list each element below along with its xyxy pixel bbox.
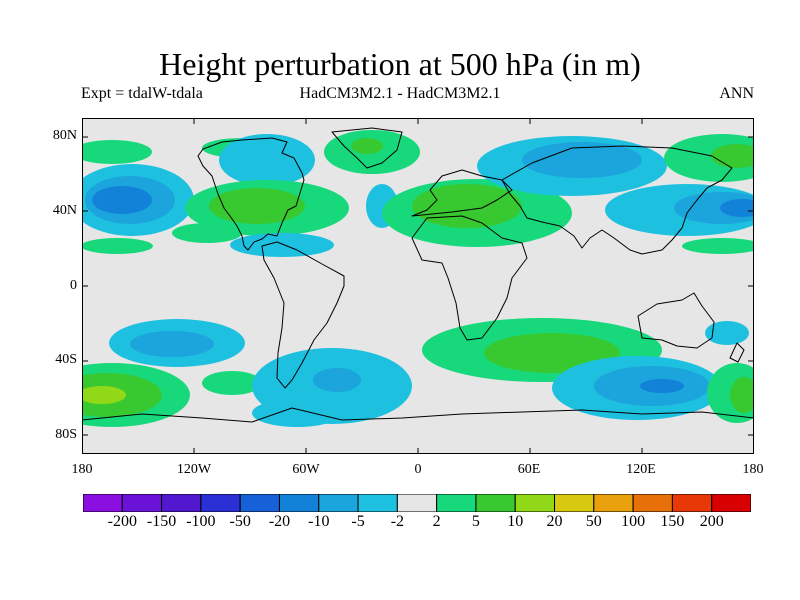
model-comparison-label: HadCM3M2.1 - HadCM3M2.1 [299,85,501,102]
colorbar-label: -10 [308,513,330,530]
colorbar [83,494,751,512]
lat-tick-label: 40S [55,352,77,367]
coastline-australia [637,292,715,349]
coastline-north-america [197,137,305,251]
colorbar-label: 200 [699,513,724,530]
chart-title: Height perturbation at 500 hPa (in m) [159,46,641,82]
colorbar-swatch [318,494,359,512]
lon-tick-label: 0 [414,462,422,477]
colorbar-swatch [436,494,477,512]
colorbar-swatch [200,494,241,512]
colorbar-label: 100 [621,513,646,530]
anomaly-region-eurasia-core [412,184,522,228]
lat-tick-label: 0 [70,278,77,293]
anomaly-region-siberia-core [522,142,642,178]
lon-tick-label: 60E [517,462,541,477]
colorbar-swatch [671,494,713,512]
coastline-south-america [261,241,345,389]
colorbar-label: -20 [268,513,291,530]
anomaly-region-subtropical-pacific [82,238,153,254]
lon-tick-label: 120E [626,462,656,477]
colorbar-label: -50 [229,513,251,530]
lat-tick-label: 80N [52,128,77,143]
colorbar-swatch [239,494,280,512]
colorbar-label: 50 [585,513,602,530]
anomaly-region-arctic-pacific [82,140,152,164]
anomaly-region-greenland-core [351,138,383,154]
colorbar-label: 10 [507,513,524,530]
lon-tick-label: 120W [176,462,212,477]
colorbar-swatch [121,494,163,512]
colorbar-swatch [161,494,202,512]
colorbar-label: 2 [432,513,441,530]
colorbar-label: -5 [351,513,365,530]
colorbar-swatch [514,494,556,512]
anomaly-region-canada [219,134,315,186]
colorbar-label: -150 [146,513,177,530]
coastline-africa [411,215,528,341]
anomaly-region-south-west-pacific [705,321,749,345]
colorbar-swatch [475,494,516,512]
anomaly-region-southern-ocean-peak [640,379,684,393]
anomaly-field [82,130,754,427]
lat-tick-label: 40N [52,203,77,218]
colorbar-swatch [83,494,123,512]
anomaly-region-caribbean [230,233,334,257]
lon-tick-label: 60W [292,462,320,477]
colorbar-label: -100 [186,513,216,530]
coastline-greenland [331,127,403,169]
map-plot [82,118,754,454]
season-label: ANN [719,85,754,102]
colorbar-swatch [632,494,673,512]
colorbar-label: 150 [660,513,685,530]
lon-tick-label: 180 [742,462,764,477]
coastline-new-zealand [729,342,745,363]
anomaly-region-eastern-pacific [172,223,242,243]
colorbar-swatch [711,494,751,512]
colorbar-swatch [554,494,595,512]
anomaly-region-drake-passage [252,399,342,427]
lat-tick-label: 80S [55,427,77,442]
colorbar-label: -2 [390,513,405,530]
anomaly-region-north-pacific-peak [92,186,152,214]
anomaly-region-north-america-core [209,188,305,224]
lon-tick-label: 180 [71,462,93,477]
anomaly-region-east-asia-peak [720,199,754,217]
colorbar-label: 5 [471,513,480,530]
colorbar-swatch [357,494,398,512]
anomaly-region-south-atlantic-core [313,368,361,392]
anomaly-region-south-pacific-small [202,371,262,395]
coastline-antarctica [82,407,754,423]
colorbar-label: -200 [107,513,137,530]
colorbar-label: 20 [546,513,563,530]
anomaly-region-south-pacific-core [130,331,214,357]
colorbar-swatch [593,494,634,512]
anomaly-region-southern-pacific-west-peak [82,386,126,404]
coastline-asia [501,145,733,255]
map-ticks [82,118,754,454]
anomaly-region-tasman-core [730,377,754,413]
experiment-label: Expt = tdalW-tdala [81,85,203,102]
coastlines [82,127,754,423]
colorbar-swatch [396,494,438,512]
anomaly-region-west-pacific [682,238,754,254]
colorbar-swatch [278,494,320,512]
